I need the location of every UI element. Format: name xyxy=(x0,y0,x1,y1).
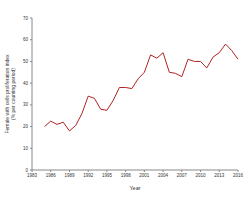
svg-text:2013: 2013 xyxy=(214,173,225,178)
svg-text:1995: 1995 xyxy=(102,173,113,178)
svg-text:70: 70 xyxy=(23,16,29,21)
svg-text:2007: 2007 xyxy=(177,173,188,178)
svg-text:1992: 1992 xyxy=(83,173,94,178)
svg-text:2004: 2004 xyxy=(158,173,169,178)
svg-text:(% per counting period): (% per counting period) xyxy=(10,68,16,120)
svg-text:1986: 1986 xyxy=(46,173,57,178)
svg-text:1983: 1983 xyxy=(27,173,38,178)
svg-text:2001: 2001 xyxy=(139,173,150,178)
svg-text:10: 10 xyxy=(23,146,29,151)
svg-text:60: 60 xyxy=(23,37,29,42)
svg-text:30: 30 xyxy=(23,102,29,107)
svg-text:Year: Year xyxy=(129,185,140,191)
svg-text:Female with cells proliferatio: Female with cells proliferation index xyxy=(8,54,10,134)
svg-text:1998: 1998 xyxy=(121,173,132,178)
svg-text:50: 50 xyxy=(23,59,29,64)
svg-text:1989: 1989 xyxy=(64,173,75,178)
svg-text:0: 0 xyxy=(25,168,28,173)
svg-text:40: 40 xyxy=(23,81,29,86)
svg-text:2010: 2010 xyxy=(196,173,207,178)
svg-text:2016: 2016 xyxy=(233,173,242,178)
svg-text:20: 20 xyxy=(23,124,29,129)
